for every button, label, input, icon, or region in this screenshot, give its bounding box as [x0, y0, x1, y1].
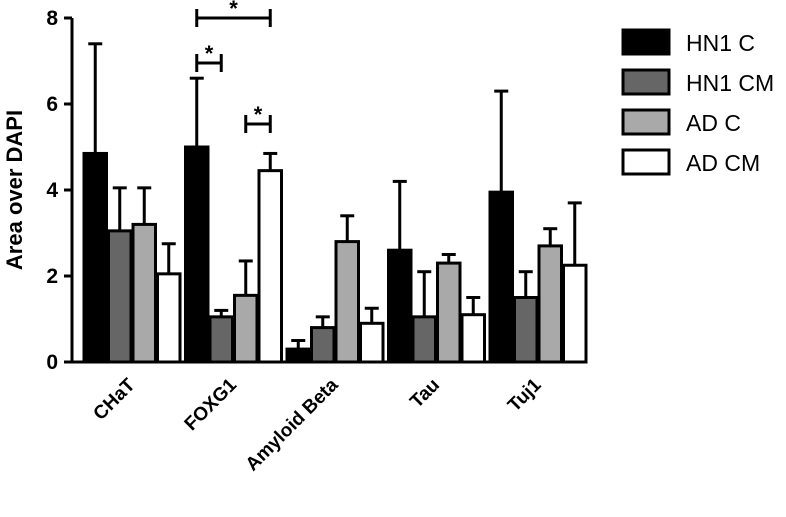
bar: [131, 222, 157, 364]
legend: HN1 C HN1 CM AD C AD CM: [621, 28, 774, 176]
bar: [411, 315, 437, 364]
y-axis: 0 2 4 6 8: [46, 7, 74, 374]
significance-star: *: [205, 41, 214, 66]
legend-swatch: [621, 148, 671, 176]
bar: [257, 169, 283, 364]
y-tick-label: 8: [46, 7, 58, 30]
y-tick-label: 6: [46, 93, 58, 116]
legend-swatch: [621, 108, 671, 136]
bar: [184, 145, 210, 364]
legend-label: HN1 CM: [686, 70, 774, 96]
bar: [208, 315, 234, 364]
bar: [460, 313, 486, 364]
bar: [387, 248, 413, 364]
x-tick-label: Tuj1: [504, 374, 546, 416]
legend-label: AD C: [686, 110, 741, 136]
x-tick-label: CHaT: [90, 374, 140, 424]
significance-star: *: [254, 102, 263, 127]
legend-swatch: [621, 68, 671, 96]
legend-label: HN1 C: [686, 30, 755, 56]
bar: [488, 190, 514, 364]
bars: [82, 42, 588, 364]
x-tick-label: Amyloid Beta: [242, 374, 343, 475]
bar: [562, 263, 588, 364]
bar: [233, 293, 259, 364]
bar: [359, 321, 385, 364]
legend-swatch: [621, 28, 671, 56]
bar: [537, 244, 563, 364]
x-axis: CHaT FOXG1 Amyloid Beta Tau Tuj1: [72, 360, 585, 475]
significance-star: *: [229, 0, 238, 21]
bar: [334, 240, 360, 364]
y-tick-label: 0: [46, 351, 58, 374]
bar: [156, 272, 182, 364]
x-tick-label: Tau: [406, 375, 444, 413]
bar: [436, 261, 462, 364]
y-tick-label: 2: [46, 265, 58, 288]
bar: [285, 347, 311, 364]
bar: [107, 229, 133, 364]
x-tick-label: FOXG1: [181, 374, 242, 435]
bar: [82, 151, 108, 364]
y-axis-label: Area over DAPI: [2, 110, 27, 270]
y-tick-label: 4: [46, 179, 58, 202]
legend-label: AD CM: [686, 150, 760, 176]
significance-markers: * * *: [195, 0, 272, 133]
bar: [513, 296, 539, 364]
bar: [310, 326, 336, 364]
